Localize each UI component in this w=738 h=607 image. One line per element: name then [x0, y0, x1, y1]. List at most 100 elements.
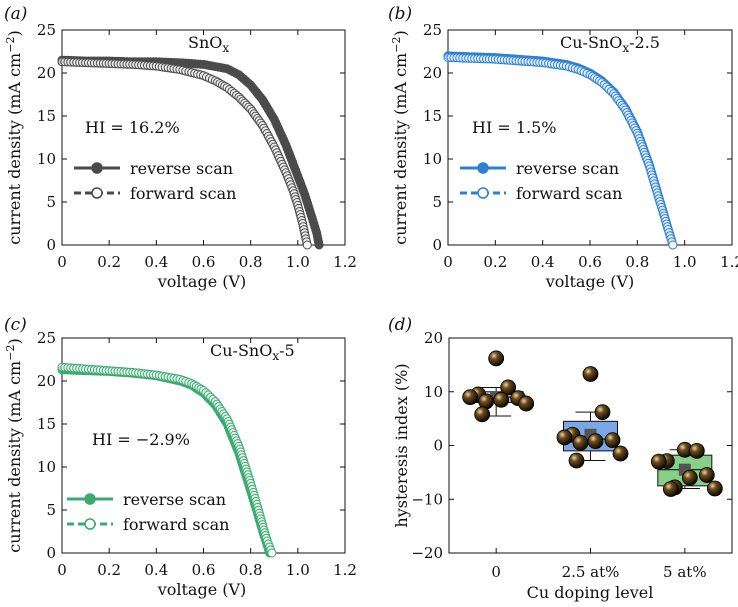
data-point [572, 434, 589, 451]
y-tick-label: 0 [433, 437, 443, 455]
data-point [688, 442, 705, 459]
x-axis-label: voltage (V) [545, 272, 635, 291]
data-point [706, 480, 723, 497]
hysteresis-annotation: HI = −2.9% [92, 430, 190, 449]
y-tick-label: 5 [46, 193, 56, 211]
x-tick-label: 1.2 [333, 253, 357, 271]
x-tick-label: 0.2 [483, 253, 507, 271]
chart-title: SnOx [188, 33, 229, 55]
data-point-forward [668, 240, 678, 250]
data-point [650, 453, 667, 470]
chart-title: Cu-SnOx-5 [210, 341, 295, 363]
panel-d-hysteresis-boxplot: (d) −20 −10 0 10 20 hysteresis index (%) Cu dop… [388, 315, 733, 602]
data-point [594, 404, 611, 421]
panel-a-jv-sno: (a) 0 5 10 15 20 25 current density (mA cm−2) vo… [4, 4, 357, 291]
x-tick-label: 0.2 [97, 253, 121, 271]
data-point [500, 379, 517, 396]
hysteresis-annotation: HI = 16.2% [85, 118, 180, 137]
y-tick-label: 25 [423, 21, 442, 39]
x-tick-label: 0.2 [97, 561, 121, 579]
x-tick-label: 0 [57, 253, 67, 271]
legend-marker-forward [91, 187, 103, 199]
legend-label-forward: forward scan [516, 184, 622, 203]
data-point [488, 350, 505, 367]
data-point [556, 429, 573, 446]
x-tick-label: 0 [443, 253, 453, 271]
y-tick-label: 25 [37, 21, 56, 39]
y-tick-label: 0 [432, 236, 442, 254]
y-tick-label: 15 [37, 107, 56, 125]
legend-label-reverse: reverse scan [123, 490, 226, 509]
data-point [462, 389, 479, 406]
data-point [474, 406, 491, 423]
x-tick-label: 0 [491, 563, 501, 581]
y-tick-label: 25 [37, 329, 56, 347]
x-tick-label: 0.8 [239, 561, 263, 579]
panel-label: (c) [4, 315, 27, 335]
panel-label: (b) [388, 4, 412, 24]
chart-title: Cu-SnOx-2.5 [560, 33, 660, 55]
y-tick-label: 15 [37, 415, 56, 433]
x-tick-label: 0.4 [144, 253, 168, 271]
y-tick-label: 10 [424, 383, 443, 401]
legend-marker-forward [84, 518, 96, 530]
data-point-reverse [314, 240, 324, 250]
legend-marker-forward [477, 187, 489, 199]
panel-label: (d) [388, 315, 412, 335]
y-tick-label: 5 [46, 501, 56, 519]
panel-b-jv-cu-sno-2-5: (b) 0 5 10 15 20 25 current density (mA cm−2) vo… [388, 4, 738, 291]
y-tick-label: −20 [411, 544, 443, 562]
data-point-forward [302, 240, 312, 250]
x-tick-label: 0.6 [192, 561, 216, 579]
legend-marker-reverse [477, 162, 489, 174]
legend-label-forward: forward scan [130, 184, 236, 203]
x-tick-label: 0.8 [239, 253, 263, 271]
x-tick-label: 0.6 [578, 253, 602, 271]
x-axis-label: Cu doping level [527, 583, 654, 602]
y-axis-label: current density (mA cm−2) [4, 30, 24, 244]
x-tick-label: 0.6 [192, 253, 216, 271]
data-point [662, 481, 679, 497]
legend-label-reverse: reverse scan [516, 159, 619, 178]
panel-c-jv-cu-sno-5: (c) 0 5 10 15 20 25 current density (mA cm−2) vo… [4, 315, 357, 599]
data-point [568, 452, 585, 469]
data-point [604, 432, 621, 449]
y-tick-label: 20 [37, 372, 56, 390]
y-tick-label: 5 [432, 193, 442, 211]
y-tick-label: 0 [46, 236, 56, 254]
legend-marker-reverse [84, 493, 96, 505]
x-tick-label: 0.4 [144, 561, 168, 579]
legend-label-forward: forward scan [123, 515, 229, 534]
y-tick-label: 10 [37, 458, 56, 476]
y-tick-label: 10 [423, 150, 442, 168]
y-tick-label: 20 [423, 64, 442, 82]
x-tick-label: 1.2 [720, 253, 738, 271]
x-axis-label: voltage (V) [157, 580, 247, 599]
x-tick-label: 1.2 [333, 561, 357, 579]
data-point [698, 467, 715, 483]
x-tick-label: 0.8 [625, 253, 649, 271]
x-tick-label: 1.0 [286, 561, 310, 579]
data-point [518, 395, 535, 412]
y-axis-label: current density (mA cm−2) [4, 338, 24, 552]
y-tick-label: 20 [424, 329, 443, 347]
x-tick-label: 1.0 [286, 253, 310, 271]
x-tick-label: 1.0 [673, 253, 697, 271]
panel-label: (a) [4, 4, 27, 24]
y-axis-label: current density (mA cm−2) [390, 30, 410, 244]
data-point-forward [267, 548, 277, 558]
data-point [582, 366, 599, 382]
x-tick-label: 0.4 [531, 253, 555, 271]
data-point [493, 391, 510, 408]
series-line-forward [447, 56, 674, 246]
y-tick-label: 10 [37, 150, 56, 168]
data-point [681, 469, 698, 486]
x-tick-label: 5 at% [663, 563, 707, 581]
legend-marker-reverse [91, 162, 103, 174]
y-tick-label: 15 [423, 107, 442, 125]
legend-label-reverse: reverse scan [130, 159, 233, 178]
y-tick-label: −10 [411, 490, 443, 508]
x-axis-label: voltage (V) [157, 272, 247, 291]
data-point [587, 433, 604, 450]
